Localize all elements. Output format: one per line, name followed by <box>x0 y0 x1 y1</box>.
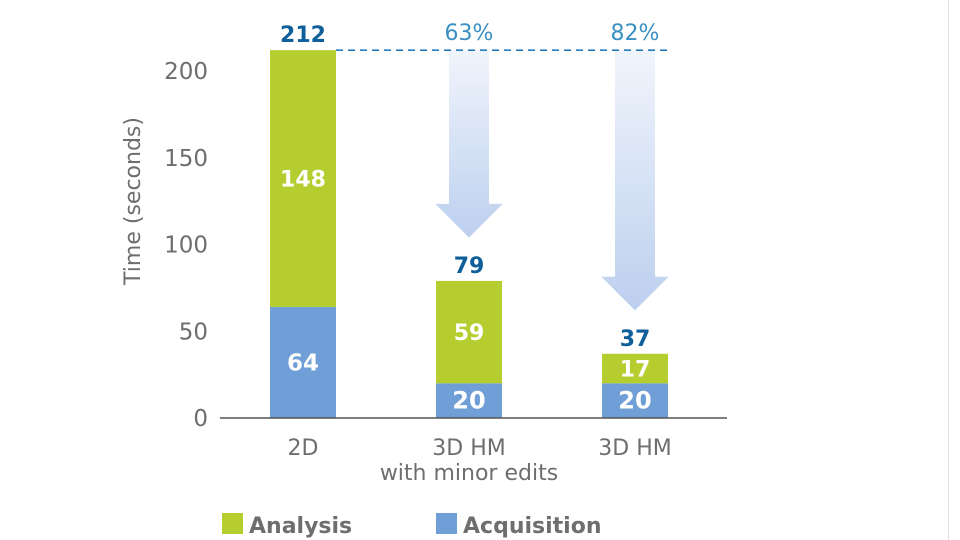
y-axis-label: Time (seconds) <box>121 117 146 286</box>
y-tick-label: 50 <box>179 319 208 345</box>
bar-analysis <box>602 353 668 384</box>
bar-acquisition <box>270 306 336 418</box>
total-label: 79 <box>454 254 485 279</box>
legend-label: Acquisition <box>463 514 602 539</box>
y-tick-label: 0 <box>193 406 208 432</box>
category-label: 3D HM <box>598 436 671 461</box>
segment-label-analysis: 17 <box>620 358 651 383</box>
segment-label-analysis: 148 <box>280 168 326 193</box>
bar-analysis <box>270 50 336 307</box>
right-edge-rule <box>948 0 949 540</box>
reduction-arrows <box>432 48 672 313</box>
bar-acquisition <box>602 383 668 418</box>
bar-acquisition <box>436 383 502 418</box>
axes: 0 50 100 150 200 Time (seconds) <box>121 59 727 432</box>
reduction-label: 82% <box>611 21 660 46</box>
segment-label-acquisition: 64 <box>287 350 319 376</box>
category-label: with minor edits <box>380 461 558 486</box>
bars <box>270 50 668 418</box>
category-label: 3D HM <box>432 436 505 461</box>
total-label: 212 <box>280 23 326 48</box>
legend-label: Analysis <box>249 514 352 539</box>
legend-swatch <box>436 513 457 534</box>
total-label: 37 <box>620 327 651 352</box>
segment-label-acquisition: 20 <box>452 387 485 415</box>
reduction-arrow <box>598 48 672 313</box>
reduction-label: 63% <box>445 21 494 46</box>
y-tick-label: 200 <box>164 59 208 85</box>
legend-swatch <box>222 513 243 534</box>
bar-analysis <box>436 280 502 384</box>
segment-label-acquisition: 20 <box>618 387 651 415</box>
legend: Analysis Acquisition <box>222 513 602 539</box>
y-tick-label: 150 <box>164 146 208 172</box>
category-label: 2D <box>288 436 319 461</box>
reduction-arrow <box>432 48 506 240</box>
segment-label-analysis: 59 <box>454 321 485 346</box>
y-tick-label: 100 <box>164 233 208 259</box>
